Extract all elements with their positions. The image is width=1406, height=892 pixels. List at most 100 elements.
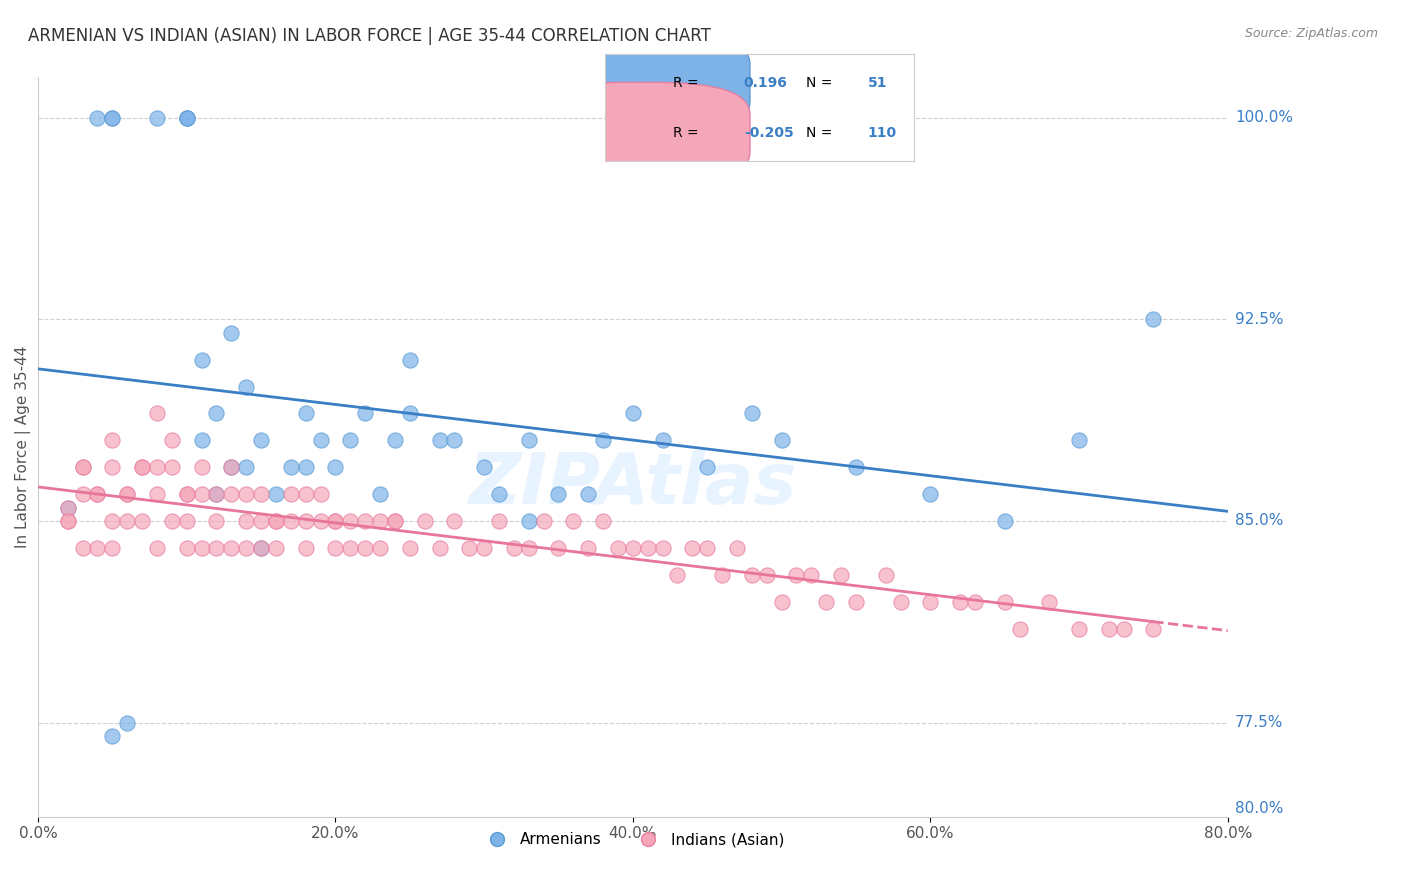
Point (770, 434, 793, 448)
Point (1098, 622, 1121, 636)
Point (190, 434, 212, 448)
Point (666, 567, 689, 582)
Point (86, 111, 108, 125)
Point (176, 487, 198, 501)
Text: N =: N = (806, 126, 832, 140)
Point (815, 594, 838, 608)
Point (741, 567, 763, 582)
Point (72, 460, 94, 475)
Point (800, 567, 823, 582)
Point (101, 460, 124, 475)
Text: 85.0%: 85.0% (1236, 514, 1284, 528)
Point (875, 567, 897, 582)
Point (294, 487, 316, 501)
Point (115, 487, 138, 501)
Point (176, 111, 198, 125)
Point (339, 514, 361, 528)
Point (250, 487, 273, 501)
Point (696, 541, 718, 555)
Point (115, 715, 138, 730)
Point (160, 460, 183, 475)
Point (190, 487, 212, 501)
Point (205, 487, 228, 501)
Point (221, 326, 243, 340)
Point (384, 514, 406, 528)
Point (637, 541, 659, 555)
Point (621, 541, 644, 555)
Point (264, 487, 287, 501)
Point (176, 541, 198, 555)
Point (651, 541, 673, 555)
Point (235, 460, 257, 475)
Text: ARMENIAN VS INDIAN (ASIAN) IN LABOR FORCE | AGE 35-44 CORRELATION CHART: ARMENIAN VS INDIAN (ASIAN) IN LABOR FORC… (28, 27, 711, 45)
Text: Source: ZipAtlas.com: Source: ZipAtlas.com (1244, 27, 1378, 40)
Point (576, 541, 599, 555)
Point (443, 434, 465, 448)
Point (429, 541, 451, 555)
Point (398, 407, 420, 421)
Point (443, 514, 465, 528)
Point (517, 541, 540, 555)
Point (309, 487, 332, 501)
Point (205, 407, 228, 421)
Point (131, 460, 153, 475)
Point (384, 514, 406, 528)
Point (488, 487, 510, 501)
Point (621, 407, 644, 421)
Point (607, 541, 630, 555)
Text: 100.0%: 100.0% (1236, 111, 1294, 125)
Point (398, 352, 420, 367)
Point (101, 541, 124, 555)
Point (1142, 312, 1164, 326)
Point (755, 567, 778, 582)
Point (294, 407, 316, 421)
Point (325, 541, 347, 555)
Point (235, 541, 257, 555)
Text: ZIPAtlas: ZIPAtlas (468, 450, 797, 518)
Point (890, 594, 912, 608)
Point (221, 460, 243, 475)
Text: R =: R = (672, 126, 699, 140)
Point (86, 487, 108, 501)
Point (86, 541, 108, 555)
Point (1038, 594, 1060, 608)
Point (72, 460, 94, 475)
Point (176, 111, 198, 125)
Point (205, 541, 228, 555)
Point (1112, 622, 1135, 636)
Point (741, 407, 763, 421)
Text: -0.205: -0.205 (744, 126, 793, 140)
Point (681, 541, 703, 555)
Point (1067, 622, 1090, 636)
Point (146, 111, 169, 125)
Point (146, 460, 169, 475)
Point (325, 514, 347, 528)
Text: R =: R = (672, 77, 699, 90)
Point (176, 487, 198, 501)
Point (56, 500, 79, 515)
Text: N =: N = (806, 77, 832, 90)
Point (398, 541, 420, 555)
Point (1008, 622, 1031, 636)
Point (160, 514, 183, 528)
Point (131, 514, 153, 528)
Point (651, 434, 673, 448)
Point (205, 514, 228, 528)
Point (354, 541, 377, 555)
FancyBboxPatch shape (527, 82, 749, 184)
Point (994, 594, 1017, 608)
Point (205, 487, 228, 501)
Point (190, 460, 212, 475)
FancyBboxPatch shape (527, 32, 749, 134)
Point (176, 514, 198, 528)
Y-axis label: In Labor Force | Age 35-44: In Labor Force | Age 35-44 (15, 346, 31, 549)
Point (339, 541, 361, 555)
Point (845, 594, 868, 608)
Point (354, 514, 377, 528)
Point (368, 514, 391, 528)
Point (309, 514, 332, 528)
Point (770, 594, 793, 608)
Point (101, 111, 124, 125)
Point (949, 594, 972, 608)
Point (250, 541, 273, 555)
